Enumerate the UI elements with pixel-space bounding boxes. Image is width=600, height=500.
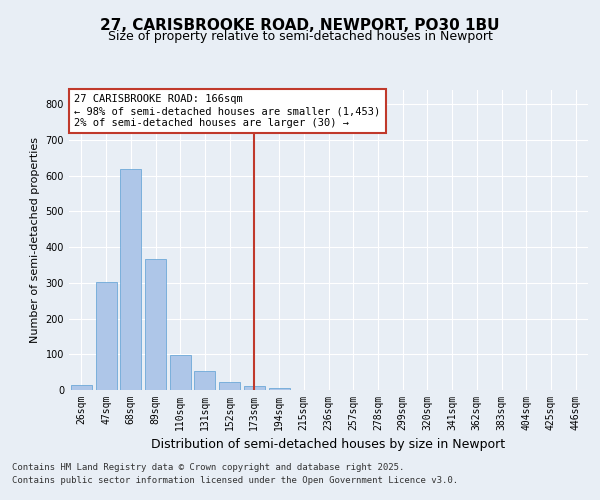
Bar xyxy=(219,382,240,390)
Text: Contains public sector information licensed under the Open Government Licence v3: Contains public sector information licen… xyxy=(12,476,458,485)
Bar xyxy=(194,372,215,390)
X-axis label: Distribution of semi-detached houses by size in Newport: Distribution of semi-detached houses by … xyxy=(151,438,506,452)
Text: 27, CARISBROOKE ROAD, NEWPORT, PO30 1BU: 27, CARISBROOKE ROAD, NEWPORT, PO30 1BU xyxy=(100,18,500,32)
Bar xyxy=(95,282,116,390)
Text: Contains HM Land Registry data © Crown copyright and database right 2025.: Contains HM Land Registry data © Crown c… xyxy=(12,464,404,472)
Bar xyxy=(269,388,290,390)
Bar xyxy=(170,356,191,390)
Text: Size of property relative to semi-detached houses in Newport: Size of property relative to semi-detach… xyxy=(107,30,493,43)
Y-axis label: Number of semi-detached properties: Number of semi-detached properties xyxy=(30,137,40,343)
Bar xyxy=(145,258,166,390)
Bar xyxy=(244,386,265,390)
Bar xyxy=(71,385,92,390)
Bar xyxy=(120,168,141,390)
Text: 27 CARISBROOKE ROAD: 166sqm
← 98% of semi-detached houses are smaller (1,453)
2%: 27 CARISBROOKE ROAD: 166sqm ← 98% of sem… xyxy=(74,94,380,128)
